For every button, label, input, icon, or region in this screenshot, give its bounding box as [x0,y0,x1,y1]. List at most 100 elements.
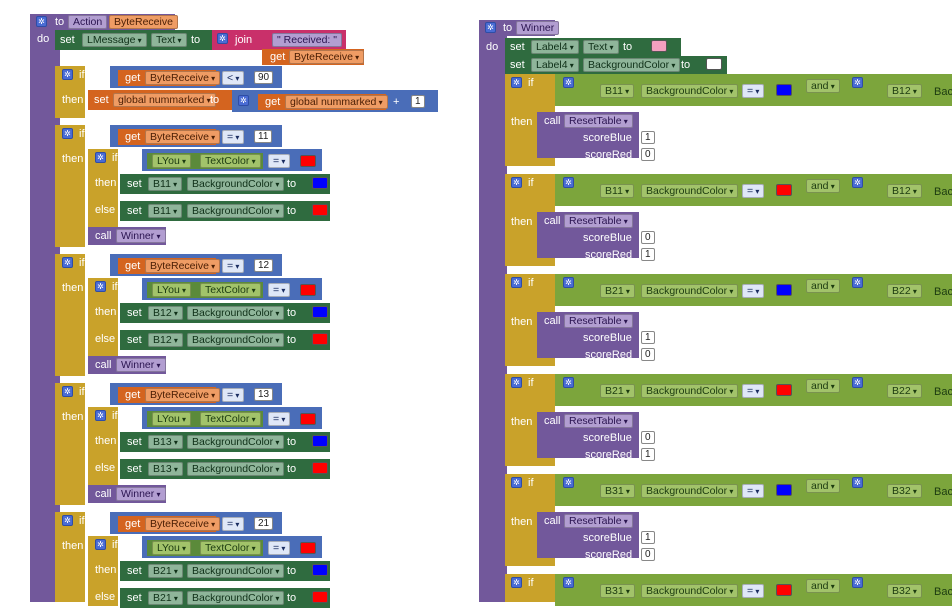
prop-bg[interactable]: BackgroundColor ▾ [641,84,739,98]
mutator-gear-icon[interactable]: ✲ [511,277,522,288]
op-eq[interactable]: = ▾ [742,84,765,98]
mutator-gear-icon[interactable]: ✲ [852,477,863,488]
number-field[interactable]: 0 [641,348,655,361]
number-field[interactable]: 0 [641,431,655,444]
number-field[interactable]: 1 [641,131,655,144]
mutator-gear-icon[interactable]: ✲ [563,377,574,388]
mutator-gear-icon[interactable]: ✲ [852,177,863,188]
color-swatch[interactable] [312,462,328,474]
and-op[interactable]: and ▾ [806,79,840,93]
mutator-gear-icon[interactable]: ✲ [563,477,574,488]
mutator-gear-icon[interactable]: ✲ [217,33,228,44]
op-eq[interactable]: = ▾ [742,284,765,298]
mutator-gear-icon[interactable]: ✲ [852,577,863,588]
prop-bg[interactable]: BackgroundColor ▾ [187,306,285,320]
comp-cell[interactable]: B13 ▾ [148,435,183,449]
global-nummarked[interactable]: global nummarked ▾ [113,93,216,107]
color-swatch[interactable] [706,58,722,70]
comp-lyou[interactable]: LYou ▾ [152,541,192,555]
number-field[interactable]: 90 [254,71,274,84]
op-eq[interactable]: = ▾ [222,130,245,144]
comp-cell[interactable]: B21 ▾ [148,591,183,605]
number-field[interactable]: 1 [641,331,655,344]
if-block-eq-11[interactable] [55,125,85,247]
mutator-gear-icon[interactable]: ✲ [62,128,73,139]
prop-bg[interactable]: BackgroundColor ▾ [187,333,285,347]
cell-b[interactable]: B12 ▾ [887,184,922,198]
and-op[interactable]: and ▾ [806,379,840,393]
procedure-name[interactable]: Action [68,15,108,29]
number-field[interactable]: 0 [641,148,655,161]
mutator-gear-icon[interactable]: ✲ [852,77,863,88]
procedure-name[interactable]: Winner [516,21,560,35]
op-eq[interactable]: = ▾ [222,259,245,273]
prop-bg[interactable]: BackgroundColor ▾ [641,384,739,398]
op-eq[interactable]: = ▾ [268,283,291,297]
cell-b[interactable]: B32 ▾ [887,584,922,598]
text-received[interactable]: " Received: " [272,33,342,47]
mutator-gear-icon[interactable]: ✲ [95,152,106,163]
mutator-gear-icon[interactable]: ✲ [95,539,106,550]
var-bytereceive[interactable]: ByteReceive ▾ [289,50,365,64]
mutator-gear-icon[interactable]: ✲ [511,377,522,388]
cell-a[interactable]: B21 ▾ [600,284,635,298]
number-field[interactable]: 1 [411,95,425,108]
number-field[interactable]: 1 [641,531,655,544]
var-bytereceive[interactable]: ByteReceive ▾ [145,71,221,85]
if-block-eq-13[interactable] [55,383,85,505]
cell-a[interactable]: B11 ▾ [600,84,635,98]
mutator-gear-icon[interactable]: ✲ [511,477,522,488]
number-field[interactable]: 1 [641,448,655,461]
color-swatch[interactable] [312,435,328,447]
cell-a[interactable]: B11 ▾ [600,184,635,198]
mutator-gear-icon[interactable]: ✲ [36,16,47,27]
resettable-proc[interactable]: ResetTable ▾ [564,114,633,128]
color-swatch[interactable] [776,284,792,296]
number-field[interactable]: 0 [641,548,655,561]
winner-proc[interactable]: Winner ▾ [116,487,166,501]
var-bytereceive[interactable]: ByteReceive ▾ [145,130,221,144]
resettable-proc[interactable]: ResetTable ▾ [564,514,633,528]
number-field[interactable]: 12 [254,259,274,272]
op-eq[interactable]: = ▾ [268,412,291,426]
mutator-gear-icon[interactable]: ✲ [563,177,574,188]
if-block-eq-12[interactable] [55,254,85,376]
resettable-proc[interactable]: ResetTable ▾ [564,314,633,328]
color-swatch[interactable] [312,564,328,576]
prop-bg[interactable]: BackgroundColor ▾ [187,177,285,191]
color-swatch[interactable] [312,333,328,345]
and-op[interactable]: and ▾ [806,579,840,593]
mutator-gear-icon[interactable]: ✲ [511,577,522,588]
mutator-gear-icon[interactable]: ✲ [563,577,574,588]
color-swatch[interactable] [651,40,667,52]
cell-b[interactable]: B32 ▾ [887,484,922,498]
mutator-gear-icon[interactable]: ✲ [238,95,249,106]
cell-b[interactable]: B12 ▾ [887,84,922,98]
comp-cell[interactable]: B12 ▾ [148,306,183,320]
prop-text[interactable]: Text ▾ [151,33,187,47]
mutator-gear-icon[interactable]: ✲ [511,177,522,188]
prop-bg[interactable]: BackgroundColor ▾ [187,591,285,605]
op-eq[interactable]: = ▾ [268,541,291,555]
number-field[interactable]: 11 [254,130,273,143]
comp-lyou[interactable]: LYou ▾ [152,412,192,426]
comp-label4[interactable]: Label4 ▾ [531,40,579,54]
op-lt[interactable]: < ▾ [222,71,245,85]
prop-textcolor[interactable]: TextColor ▾ [200,412,261,426]
mutator-gear-icon[interactable]: ✲ [62,386,73,397]
op-eq[interactable]: = ▾ [742,484,765,498]
cell-a[interactable]: B31 ▾ [600,584,635,598]
prop-bg[interactable]: BackgroundColor ▾ [187,204,285,218]
comp-lyou[interactable]: LYou ▾ [152,154,192,168]
prop-bg[interactable]: BackgroundColor ▾ [187,462,285,476]
color-swatch[interactable] [300,542,316,554]
prop-bg[interactable]: BackgroundColor ▾ [641,584,739,598]
op-eq[interactable]: = ▾ [268,154,291,168]
op-eq[interactable]: = ▾ [742,184,765,198]
color-swatch[interactable] [776,484,792,496]
and-op[interactable]: and ▾ [806,479,840,493]
cell-a[interactable]: B31 ▾ [600,484,635,498]
comp-cell[interactable]: B12 ▾ [148,333,183,347]
cell-b[interactable]: B22 ▾ [887,284,922,298]
if-block-eq-21[interactable] [55,512,85,602]
